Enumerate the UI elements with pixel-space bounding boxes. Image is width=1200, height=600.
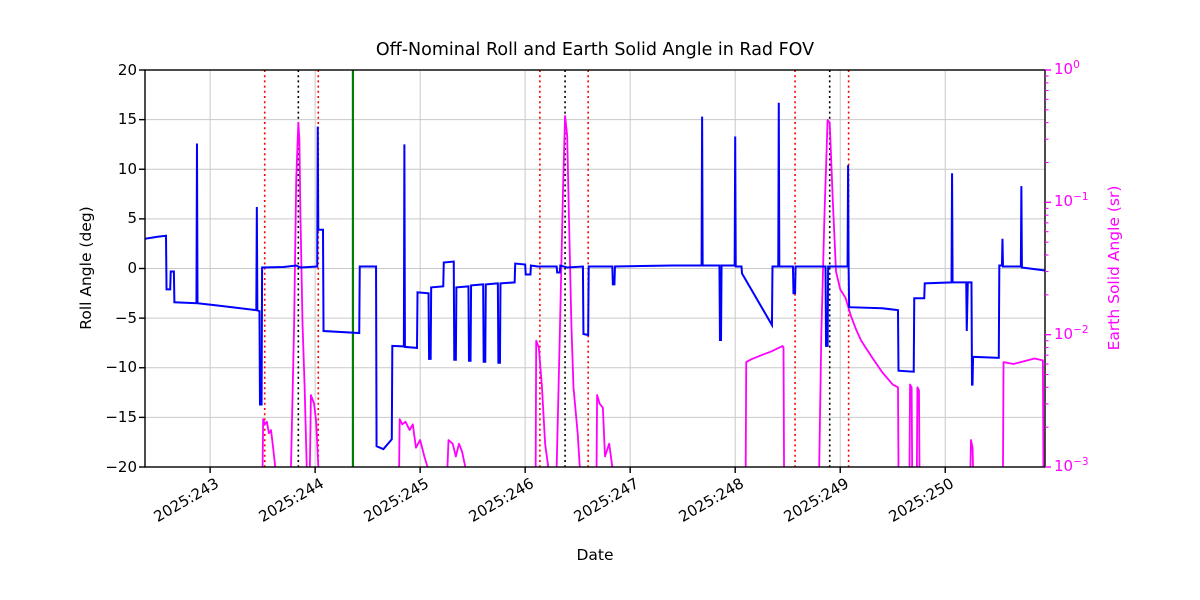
- y-tick-label-right: 10−3: [1054, 456, 1089, 475]
- earth-solid-angle-line: [908, 383, 914, 468]
- earth-solid-angle-line: [398, 418, 429, 468]
- y-tick-label-left: 20: [117, 60, 137, 79]
- y-tick-label-left: −5: [114, 308, 137, 327]
- earth-solid-angle-line: [446, 439, 467, 468]
- y-tick-label-left: 10: [117, 159, 137, 178]
- earth-solid-angle-line: [595, 394, 614, 468]
- x-tick-label: 2025:250: [886, 474, 958, 526]
- y-tick-label-left: 0: [127, 259, 137, 277]
- x-tick-label: 2025:248: [675, 474, 748, 526]
- earth-solid-angle-line: [308, 394, 320, 468]
- x-axis-label: Date: [576, 546, 614, 564]
- y-tick-label-left: 5: [127, 209, 137, 228]
- exponent: −3: [1073, 456, 1089, 468]
- earth-solid-angle-line: [534, 339, 550, 468]
- exponent: 0: [1073, 59, 1080, 71]
- y-tick-label-left: 15: [117, 110, 137, 129]
- earth-solid-angle-line: [1002, 357, 1045, 468]
- y-tick-label-right: 10−2: [1054, 323, 1089, 343]
- y-tick-label-left: −10: [105, 358, 137, 377]
- exponent: −1: [1073, 191, 1089, 204]
- chart-title: Off-Nominal Roll and Earth Solid Angle i…: [375, 40, 815, 60]
- roll-angle-line: [144, 102, 1046, 451]
- earth-solid-angle-line: [261, 418, 277, 468]
- earth-solid-angle-line: [818, 118, 900, 468]
- earth-solid-angle-line: [744, 345, 785, 468]
- x-tick-label: 2025:243: [150, 474, 223, 526]
- exponent: −2: [1073, 323, 1089, 336]
- y-tick-label-left: −20: [105, 457, 137, 476]
- earth-solid-angle-line: [915, 386, 921, 468]
- earth-solid-angle-line: [290, 121, 308, 468]
- x-tick-label: 2025:244: [255, 474, 328, 526]
- y-tick-label-left: −15: [105, 407, 137, 426]
- x-tick-label: 2025:246: [465, 474, 538, 526]
- y-tick-label-right: 100: [1054, 59, 1080, 78]
- x-tick-label: 2025:247: [570, 474, 643, 526]
- x-tick-label: 2025:249: [780, 474, 853, 526]
- x-tick-label: 2025:245: [360, 474, 433, 526]
- earth-solid-angle-line: [555, 114, 581, 468]
- earth-solid-angle-line: [969, 439, 974, 468]
- y-tick-label-right: 10−1: [1054, 191, 1089, 211]
